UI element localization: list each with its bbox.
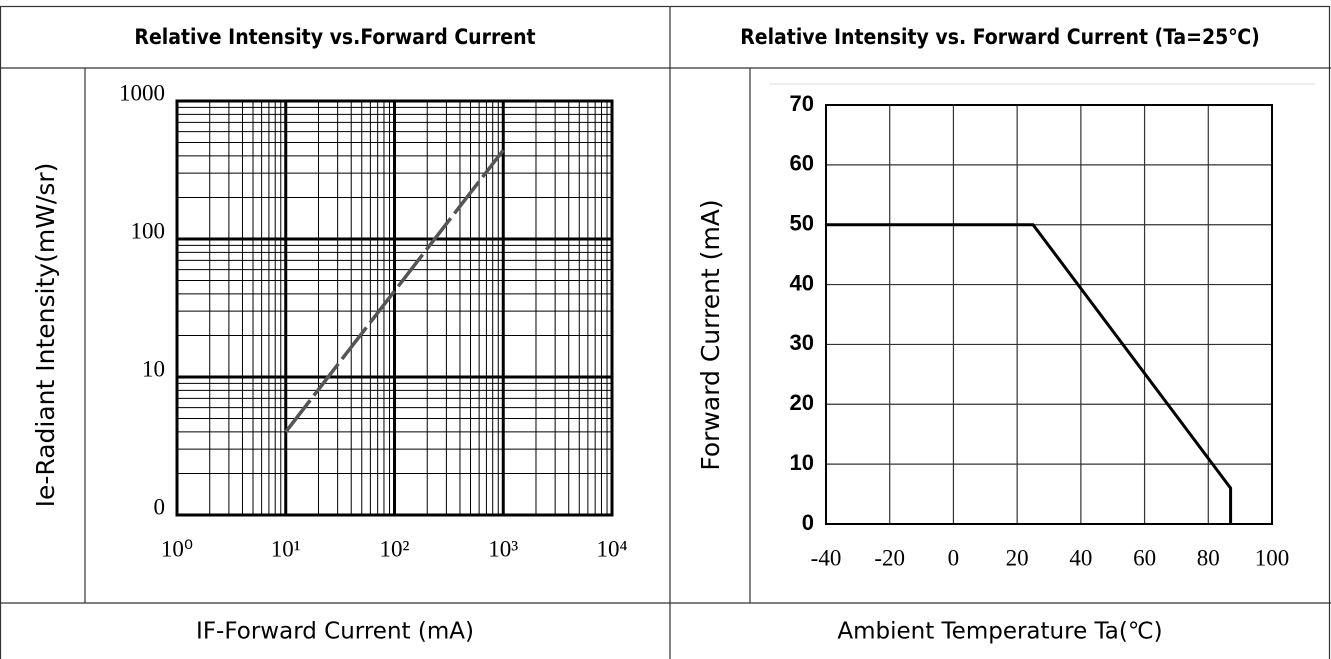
x-tick-label: 10¹ <box>271 536 301 561</box>
x-tick-label: 20 <box>1006 545 1029 570</box>
y-tick-label: 100 <box>131 218 166 243</box>
y-tick-label: 1000 <box>119 80 165 105</box>
plot-frame <box>825 104 1273 525</box>
x-tick-label: 10⁰ <box>161 536 193 561</box>
table-lines <box>0 5 1331 659</box>
y-axis-label: Forward Current (mA) <box>696 199 725 470</box>
x-tick-label: 0 <box>948 545 960 570</box>
x-tick-label: 40 <box>1069 545 1092 570</box>
chart-title: Relative Intensity vs. Forward Current (… <box>740 25 1260 49</box>
data-line <box>826 223 1233 524</box>
y-tick-label: 20 <box>790 390 814 415</box>
chart-title: Relative Intensity vs.Forward Current <box>134 25 535 49</box>
x-tick-label: -20 <box>874 545 905 570</box>
y-tick-label: 10 <box>142 356 165 381</box>
y-tick-label: 0 <box>154 494 166 519</box>
x-tick-label: 100 <box>1255 545 1290 570</box>
x-axis-label: IF-Forward Current (mA) <box>196 619 474 645</box>
x-tick-label: -40 <box>811 545 842 570</box>
x-tick-label: 80 <box>1197 545 1220 570</box>
x-tick-label: 10³ <box>488 536 518 561</box>
y-tick-label: 0 <box>802 510 814 535</box>
y-axis-label: Ie-Radiant Intensity(mW/sr) <box>31 163 60 508</box>
y-tick-label: 50 <box>790 211 814 236</box>
x-tick-label: 60 <box>1133 545 1156 570</box>
plot-frame <box>175 99 614 517</box>
x-tick-label: 10⁴ <box>596 536 627 561</box>
y-tick-label: 70 <box>790 91 814 116</box>
x-axis-label: Ambient Temperature Ta(℃) <box>837 619 1162 645</box>
x-tick-label: 10² <box>380 536 410 561</box>
y-tick-label: 30 <box>790 330 814 355</box>
y-tick-label: 10 <box>790 450 814 475</box>
y-tick-label: 40 <box>790 270 814 295</box>
y-tick-label: 60 <box>790 151 814 176</box>
data-line <box>284 149 505 433</box>
